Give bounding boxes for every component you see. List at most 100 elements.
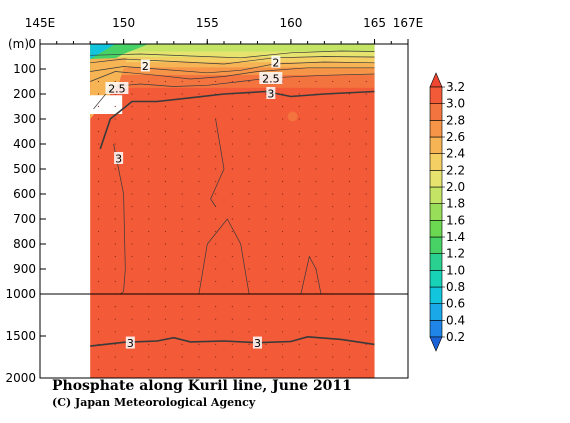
sample-dot (365, 255, 367, 258)
sample-dot (365, 218, 367, 220)
sample-dot (181, 331, 183, 333)
sample-dot (131, 369, 133, 371)
sample-dot (148, 243, 150, 245)
sample-dot (231, 318, 233, 320)
colorbar-swatch (429, 103, 443, 121)
sample-dot (114, 230, 116, 233)
sample-dot (248, 205, 250, 208)
sample-dot (131, 193, 133, 195)
sample-dot (164, 93, 167, 95)
sample-dot (332, 193, 334, 195)
sample-dot (298, 268, 300, 270)
sample-dot (198, 130, 200, 133)
sample-dot (298, 193, 300, 195)
sample-dot (148, 268, 150, 270)
sample-dot (248, 356, 250, 358)
sample-dot (365, 80, 367, 83)
sample-dot (131, 118, 133, 120)
sample-dot (298, 143, 300, 145)
sample-dot (131, 130, 133, 133)
sample-dot (348, 93, 351, 95)
sample-dot (198, 118, 200, 120)
x-tick-label: 165 (363, 16, 386, 30)
sample-dot (248, 80, 250, 83)
sample-dot (148, 306, 150, 308)
y-axis: 0 100 200 300 400 500 600 700 800 900 1000 1500 2000 (5, 37, 46, 385)
sample-dot (148, 130, 150, 133)
sample-dot (315, 193, 317, 195)
sample-dot (365, 356, 367, 358)
sample-dot (281, 343, 284, 345)
contour-line-thin-2 (210, 118, 225, 207)
sample-dot (332, 105, 334, 108)
sample-dot (164, 306, 167, 308)
sample-dot (332, 155, 334, 158)
contour-label: 2.5 (262, 73, 280, 86)
sample-dot (148, 369, 150, 371)
sample-dot (248, 318, 250, 320)
sample-dot (181, 155, 183, 158)
sample-dot (198, 230, 200, 233)
x-tick-label: 145E (25, 16, 56, 30)
sample-dot (164, 331, 167, 333)
sample-dot (114, 143, 116, 145)
sample-dot (181, 230, 183, 233)
sample-dot (248, 268, 250, 270)
sample-dot (181, 306, 183, 308)
sample-dot (148, 193, 150, 195)
contour-label-bg (114, 152, 124, 164)
sample-dot (281, 205, 284, 208)
sample-dot (131, 268, 133, 270)
colorbar-label: 1.2 (446, 247, 465, 261)
sample-dot (131, 255, 133, 258)
y-tick-label: 1000 (5, 287, 36, 301)
sample-dot (164, 193, 167, 195)
sample-dot (148, 331, 150, 333)
sample-dot (298, 306, 300, 308)
sample-dot (348, 105, 351, 108)
sample-dot (164, 243, 167, 245)
sample-dot (332, 255, 334, 258)
contour-label: 2.5 (108, 83, 126, 96)
sample-dot (348, 280, 351, 283)
sample-dot (148, 118, 150, 120)
sample-dot (248, 93, 250, 95)
sample-dot (348, 155, 351, 158)
sample-dot (198, 205, 200, 208)
sample-dot (164, 143, 167, 145)
section-band-4 (90, 62, 375, 68)
sample-dot (148, 343, 150, 345)
sample-dot (281, 118, 284, 120)
y-tick-label: 200 (13, 87, 36, 101)
sample-dot (281, 331, 284, 333)
sample-dot (231, 105, 233, 108)
sample-dot (114, 118, 116, 120)
sample-dot (315, 243, 317, 245)
sample-dot (332, 130, 334, 133)
sample-dot (97, 193, 100, 195)
sample-dot (148, 230, 150, 233)
sample-dot (164, 343, 167, 345)
x-tick-label: 155 (196, 16, 219, 30)
sample-dot (164, 230, 167, 233)
sample-dot (97, 205, 100, 208)
sample-dot (164, 205, 167, 208)
sample-dot (148, 280, 150, 283)
sample-dot (164, 168, 167, 170)
sample-dot (97, 318, 100, 320)
sample-dot (265, 205, 267, 208)
sample-dot (265, 343, 267, 345)
colorbar-arrow-top (429, 72, 443, 88)
sample-dot (248, 306, 250, 308)
contour-line-4 (90, 67, 375, 82)
sample-dot (215, 318, 217, 320)
sample-dot (231, 143, 233, 145)
sample-dot (332, 306, 334, 308)
sample-dot (231, 306, 233, 308)
sample-dot (131, 280, 133, 283)
colorbar-label: 0.6 (446, 297, 465, 311)
sample-dot (265, 356, 267, 358)
colorbar-swatch (429, 253, 443, 271)
sample-dot (265, 130, 267, 133)
sample-dot (231, 255, 233, 258)
